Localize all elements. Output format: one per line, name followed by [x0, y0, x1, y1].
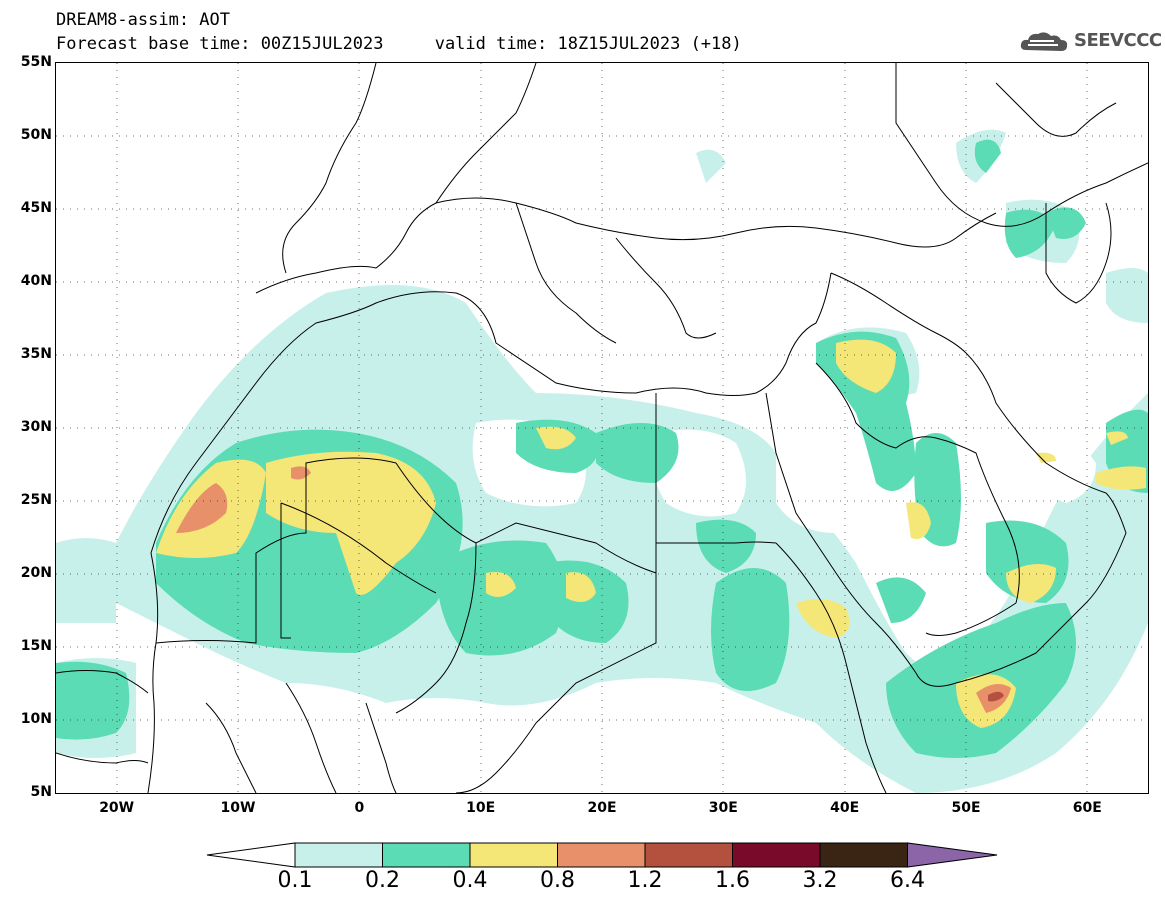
colorbar — [205, 840, 1000, 870]
chart-title: DREAM8-assim: AOT — [56, 10, 230, 30]
lat-tick-label: 30N — [20, 419, 52, 435]
colorbar-tick-label: 1.2 — [627, 868, 663, 893]
colorbar-swatch — [732, 842, 821, 868]
lat-tick-label: 35N — [20, 346, 52, 362]
lon-tick-label: 40E — [830, 800, 860, 816]
cloud-icon — [1020, 32, 1068, 51]
colorbar-tick-label: 3.2 — [802, 868, 838, 893]
logo-text: SEEVCCC — [1074, 30, 1162, 51]
colorbar-swatch — [382, 842, 471, 868]
lon-tick-label: 30E — [708, 800, 738, 816]
colorbar-above-arrow — [907, 842, 998, 868]
aot-level5-fields — [988, 691, 1004, 702]
colorbar-tick-label: 1.6 — [715, 868, 750, 893]
colorbar-swatch — [644, 842, 733, 868]
lon-tick-label: 50E — [951, 800, 981, 816]
colorbar-below-arrow — [206, 842, 296, 868]
colorbar-swatch — [294, 842, 383, 868]
colorbar-tick-label: 0.4 — [452, 868, 488, 893]
lat-tick-label: 10N — [20, 711, 52, 727]
lat-tick-label: 50N — [20, 127, 52, 143]
lon-tick-label: 20E — [587, 800, 617, 816]
aot-map — [56, 63, 1148, 793]
coastlines — [56, 63, 1148, 793]
colorbar-swatch — [557, 842, 646, 868]
colorbar-swatch — [819, 842, 908, 868]
lon-tick-label: 0 — [354, 800, 365, 816]
lon-tick-label: 20W — [99, 800, 135, 816]
lat-tick-label: 5N — [30, 784, 52, 800]
lat-tick-label: 45N — [20, 200, 52, 216]
colorbar-tick-label: 0.2 — [365, 868, 400, 893]
colorbar-swatch — [469, 842, 558, 868]
lat-tick-label: 15N — [20, 638, 52, 654]
lat-tick-label: 40N — [20, 273, 52, 289]
chart-subtitle: Forecast base time: 00Z15JUL2023 valid t… — [56, 34, 742, 54]
colorbar-tick-label: 0.1 — [277, 868, 313, 893]
lat-tick-label: 25N — [20, 492, 52, 508]
gridlines — [56, 63, 1148, 793]
colorbar-tick-label: 0.8 — [540, 868, 575, 893]
aot-level2-fields — [56, 139, 1148, 758]
lat-tick-label: 55N — [20, 54, 52, 70]
valid-time-label: valid time: 18Z15JUL2023 (+18) — [434, 34, 742, 54]
colorbar-swatches — [206, 842, 998, 868]
lon-tick-label: 10E — [466, 800, 496, 816]
map-area — [56, 63, 1148, 793]
base-time-label: Forecast base time: 00Z15JUL2023 — [56, 34, 384, 54]
colorbar-tick-label: 6.4 — [890, 868, 925, 893]
seevccc-logo: SEEVCCC — [1018, 28, 1162, 56]
lon-tick-label: 10W — [220, 800, 256, 816]
lon-tick-label: 60E — [1072, 800, 1102, 816]
lat-tick-label: 20N — [20, 565, 52, 581]
